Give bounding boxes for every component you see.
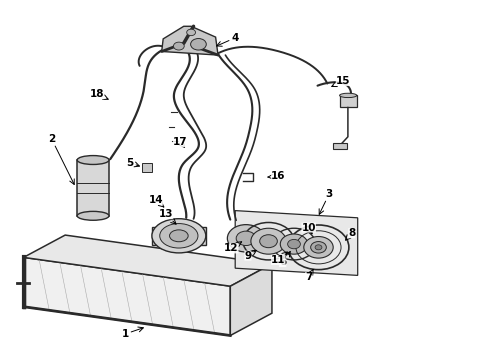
Text: 18: 18 xyxy=(90,89,108,99)
Ellipse shape xyxy=(170,230,188,242)
Polygon shape xyxy=(230,264,272,336)
Circle shape xyxy=(251,228,286,254)
Text: 11: 11 xyxy=(271,252,287,265)
Text: 6: 6 xyxy=(279,252,290,267)
Circle shape xyxy=(227,225,265,252)
Text: 17: 17 xyxy=(173,137,188,148)
Ellipse shape xyxy=(77,211,109,220)
Circle shape xyxy=(187,29,196,36)
Circle shape xyxy=(315,245,322,250)
Polygon shape xyxy=(24,235,272,286)
Text: 14: 14 xyxy=(148,195,164,207)
Text: 13: 13 xyxy=(158,209,176,224)
Circle shape xyxy=(191,39,206,50)
Text: 8: 8 xyxy=(345,228,355,240)
Ellipse shape xyxy=(160,224,198,248)
Polygon shape xyxy=(235,211,358,275)
Circle shape xyxy=(304,237,333,258)
Text: 9: 9 xyxy=(245,251,256,261)
Polygon shape xyxy=(24,257,230,336)
Circle shape xyxy=(311,242,326,253)
Text: 4: 4 xyxy=(217,33,239,46)
Circle shape xyxy=(173,42,184,50)
Text: 10: 10 xyxy=(301,222,316,234)
Text: 5: 5 xyxy=(126,158,140,168)
Circle shape xyxy=(236,231,256,246)
Circle shape xyxy=(280,234,308,254)
Polygon shape xyxy=(333,143,347,149)
Ellipse shape xyxy=(77,156,109,165)
Text: 16: 16 xyxy=(268,171,286,181)
Text: 3: 3 xyxy=(319,189,333,214)
Ellipse shape xyxy=(340,93,357,98)
Polygon shape xyxy=(77,160,109,216)
Polygon shape xyxy=(340,95,357,107)
Circle shape xyxy=(260,235,277,248)
Ellipse shape xyxy=(152,219,206,253)
Text: 12: 12 xyxy=(224,242,242,253)
Polygon shape xyxy=(142,163,152,172)
Polygon shape xyxy=(162,26,218,55)
Text: 15: 15 xyxy=(332,76,350,86)
Polygon shape xyxy=(152,227,206,245)
Text: 7: 7 xyxy=(305,270,313,282)
Text: 1: 1 xyxy=(122,327,144,339)
Circle shape xyxy=(288,239,300,249)
Text: 2: 2 xyxy=(48,134,74,184)
